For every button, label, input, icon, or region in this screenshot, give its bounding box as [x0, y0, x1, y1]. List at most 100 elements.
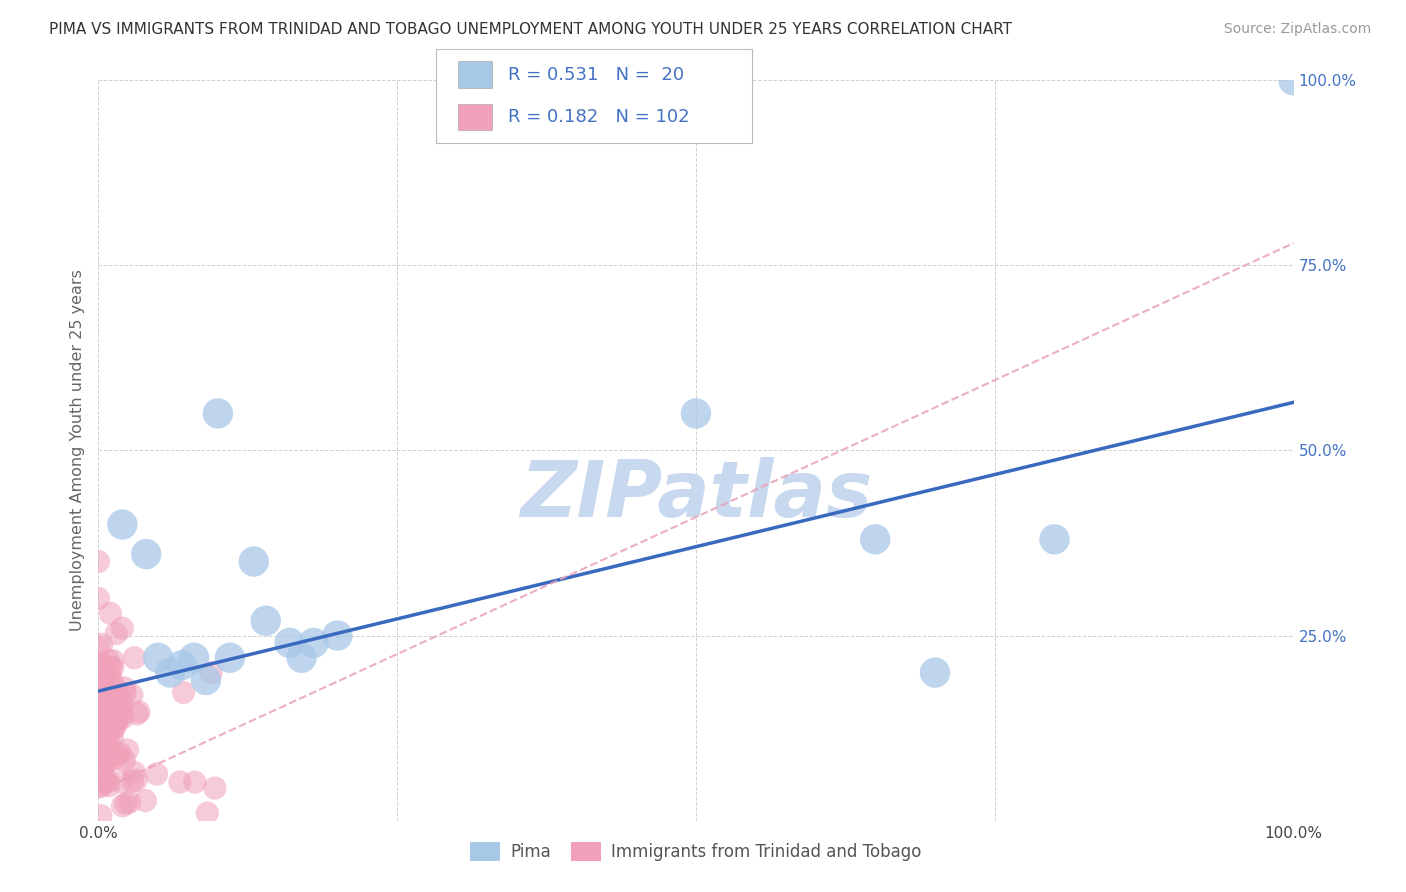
Point: [159, 665, 181, 680]
Point: [326, 628, 349, 642]
Point: [107, 710, 129, 724]
Point: [219, 650, 242, 665]
Point: [183, 650, 205, 665]
Point: [114, 686, 136, 700]
Point: [93, 737, 115, 751]
Point: [195, 805, 218, 820]
Point: [195, 673, 218, 687]
Point: [110, 775, 132, 789]
Point: [865, 533, 887, 547]
Point: [90, 766, 112, 780]
Point: [94, 773, 117, 788]
Point: [101, 654, 124, 668]
Text: R = 0.531   N =  20: R = 0.531 N = 20: [508, 66, 683, 84]
Point: [87, 684, 110, 698]
Point: [127, 706, 149, 721]
Point: [243, 555, 266, 569]
Point: [101, 722, 124, 736]
Point: [101, 731, 124, 745]
Point: [90, 734, 112, 748]
Point: [145, 767, 167, 781]
Point: [173, 685, 195, 699]
Point: [148, 650, 170, 665]
Point: [103, 753, 125, 767]
Point: [91, 669, 114, 683]
Point: [89, 696, 111, 710]
Point: [291, 650, 314, 665]
Point: [97, 741, 120, 756]
Point: [111, 621, 134, 635]
Point: [91, 745, 114, 759]
Point: [101, 660, 124, 674]
Point: [924, 665, 946, 680]
Point: [278, 636, 301, 650]
Point: [112, 753, 135, 767]
Point: [87, 640, 110, 655]
Point: [90, 717, 112, 731]
Point: [104, 720, 127, 734]
Text: PIMA VS IMMIGRANTS FROM TRINIDAD AND TOBAGO UNEMPLOYMENT AMONG YOUTH UNDER 25 YE: PIMA VS IMMIGRANTS FROM TRINIDAD AND TOB…: [49, 22, 1012, 37]
Point: [105, 626, 128, 640]
Point: [207, 407, 229, 421]
Point: [90, 662, 112, 676]
Point: [87, 555, 110, 569]
Point: [117, 743, 139, 757]
Point: [111, 711, 134, 725]
Point: [111, 707, 134, 722]
Legend: Pima, Immigrants from Trinidad and Tobago: Pima, Immigrants from Trinidad and Tobag…: [464, 835, 928, 868]
Point: [121, 774, 143, 789]
Point: [89, 718, 111, 732]
Point: [91, 669, 114, 683]
Point: [125, 773, 148, 788]
Point: [105, 703, 128, 717]
Point: [90, 747, 112, 761]
Point: [90, 808, 112, 822]
Point: [98, 714, 121, 728]
Point: [101, 675, 124, 690]
Point: [90, 779, 112, 793]
Point: [135, 547, 157, 561]
Point: [87, 760, 110, 774]
Point: [128, 705, 150, 719]
Point: [97, 673, 120, 688]
Point: [87, 689, 110, 703]
Point: [111, 798, 134, 813]
Point: [94, 775, 117, 789]
Point: [1282, 73, 1305, 87]
Point: [105, 716, 128, 731]
Y-axis label: Unemployment Among Youth under 25 years: Unemployment Among Youth under 25 years: [69, 269, 84, 632]
Point: [97, 754, 120, 768]
Point: [93, 710, 115, 724]
Point: [100, 661, 122, 675]
Point: [121, 688, 143, 702]
Point: [93, 758, 115, 772]
Point: [114, 681, 136, 695]
Point: [104, 688, 127, 702]
Point: [87, 780, 110, 794]
Point: [91, 746, 114, 760]
Point: [122, 765, 145, 780]
Point: [124, 650, 146, 665]
Text: R = 0.182   N = 102: R = 0.182 N = 102: [508, 108, 689, 126]
Point: [98, 607, 122, 621]
Point: [87, 688, 110, 702]
Point: [90, 718, 112, 732]
Point: [90, 683, 112, 698]
Point: [204, 780, 226, 795]
Point: [94, 702, 117, 716]
Point: [685, 407, 707, 421]
Point: [96, 725, 118, 739]
Point: [98, 779, 121, 793]
Point: [90, 716, 112, 731]
Point: [93, 746, 115, 760]
Point: [134, 794, 156, 808]
Point: [89, 740, 111, 755]
Point: [97, 731, 120, 746]
Point: [101, 684, 124, 698]
Point: [110, 747, 132, 761]
Point: [302, 636, 325, 650]
Point: [97, 774, 120, 789]
Point: [103, 681, 125, 696]
Point: [110, 693, 132, 707]
Point: [90, 683, 112, 698]
